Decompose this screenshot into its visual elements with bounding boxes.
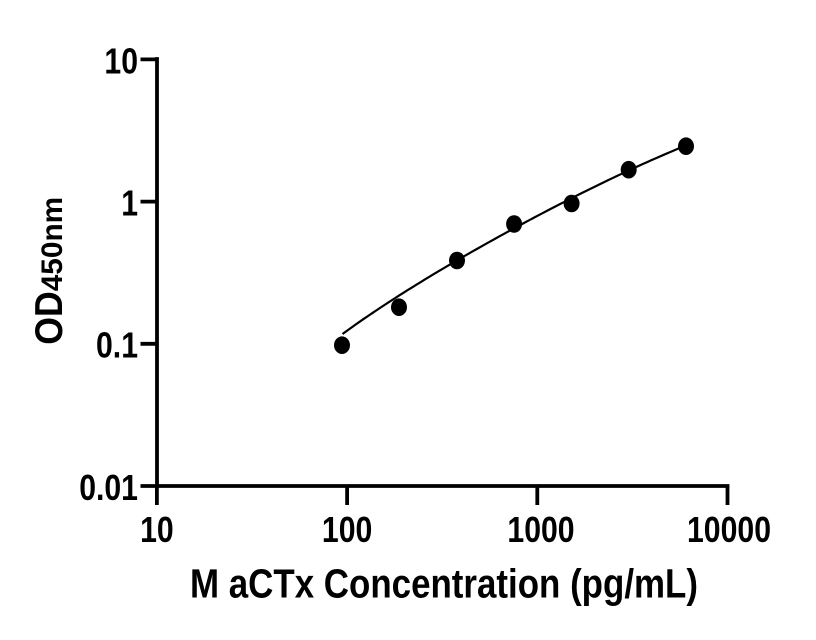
svg-text:0.01: 0.01 [79,467,138,508]
svg-text:1: 1 [121,183,138,224]
svg-text:OD: OD [28,291,71,345]
svg-text:10: 10 [104,40,138,81]
svg-text:10000: 10000 [687,509,771,550]
svg-text:10: 10 [140,509,174,550]
svg-text:100: 100 [322,509,372,550]
svg-text:0.1: 0.1 [96,325,138,366]
svg-text:1000: 1000 [507,509,574,550]
svg-text:M aCTx Concentration (pg/mL): M aCTx Concentration (pg/mL) [190,561,698,607]
svg-text:450nm: 450nm [36,197,69,292]
